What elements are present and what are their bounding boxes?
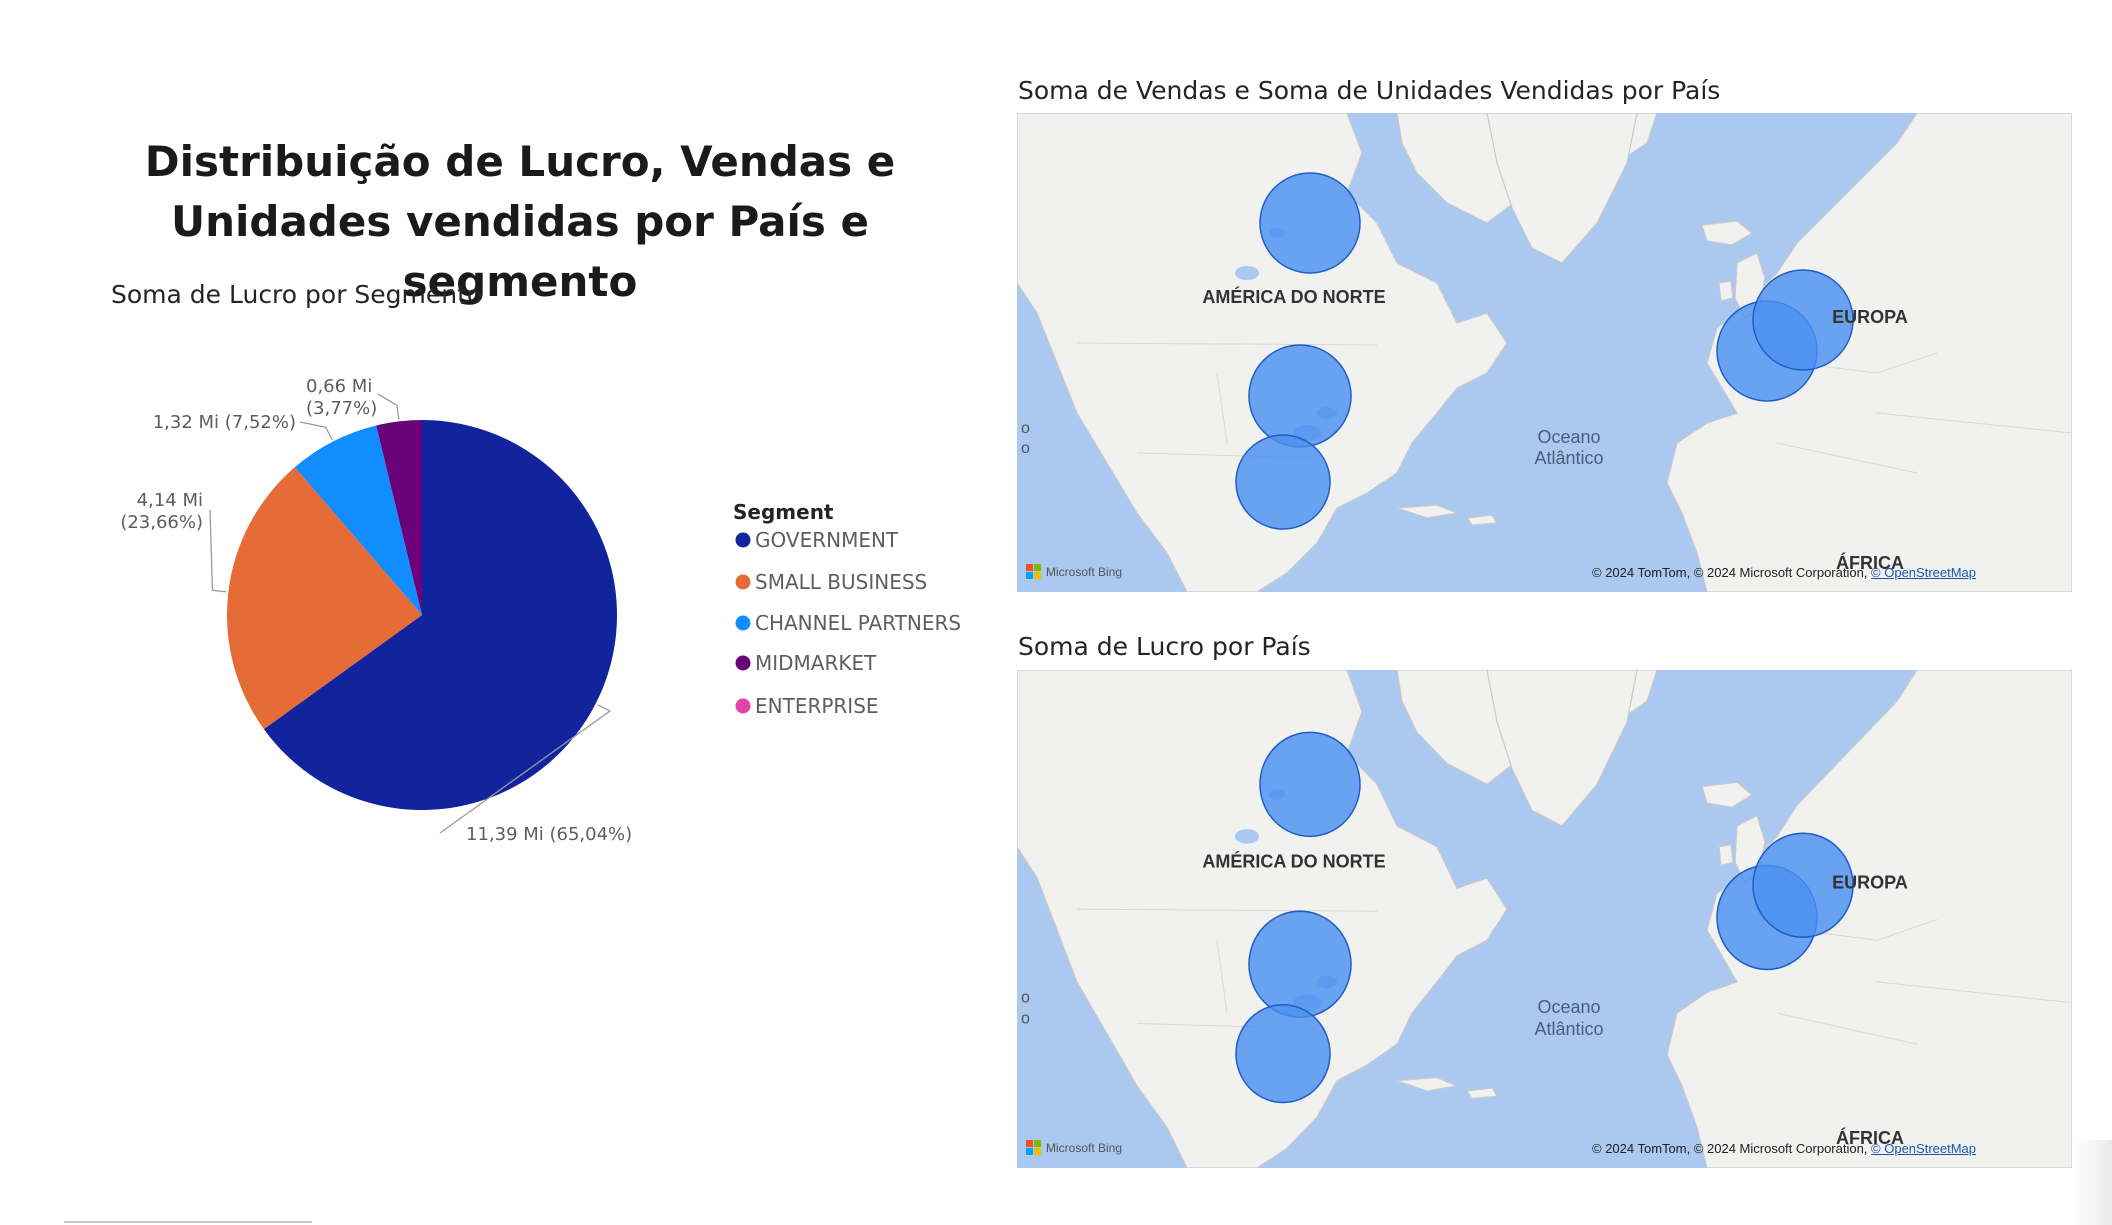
map-bubble-canada[interactable] xyxy=(1259,731,1361,838)
pie-chart[interactable]: 11,39 Mi (65,04%) 4,14 Mi (23,66%) 1,32 Mi … xyxy=(0,0,1000,900)
pie-leader-line xyxy=(377,393,400,420)
svg-text:o: o xyxy=(1021,440,1030,457)
microsoft-logo-icon xyxy=(1026,564,1042,580)
page-tab-indicator xyxy=(64,1221,312,1223)
map-sales-title: Soma de Vendas e Soma de Unidades Vendid… xyxy=(1018,76,1721,105)
legend-title: Segment xyxy=(733,500,834,524)
map-bubble-canada[interactable] xyxy=(1259,172,1361,274)
bing-label: Microsoft Bing xyxy=(1046,1141,1123,1155)
pie-chart-title: Soma de Lucro por Segmento xyxy=(111,280,483,309)
pie-data-label: 11,39 Mi (65,04%) xyxy=(466,824,632,845)
svg-text:o: o xyxy=(1021,988,1030,1006)
map-label-africa: ÁFRICA xyxy=(1836,552,1904,573)
map-profit[interactable]: AMÉRICA DO NORTE EUROPA Oceano Atlântico ÁFR… xyxy=(1017,670,2072,1168)
pie-slice-government[interactable] xyxy=(263,420,617,810)
attribution-text: © 2024 TomTom, © 2024 Microsoft Corporat… xyxy=(1592,1141,1872,1156)
microsoft-logo-icon xyxy=(1026,1140,1042,1156)
pie-slice-channel-partners[interactable] xyxy=(294,425,422,615)
legend-item-enterprise[interactable]: ENTERPRISE xyxy=(735,694,879,718)
legend-label: ENTERPRISE xyxy=(755,694,879,718)
pie-leader-line xyxy=(299,421,333,440)
map-landmasses xyxy=(1017,113,2072,592)
legend-label: GOVERNMENT xyxy=(755,528,899,552)
scroll-shadow xyxy=(2072,1140,2112,1225)
pie-data-label: 4,14 Mi (23,66%) xyxy=(120,490,203,533)
svg-text:o: o xyxy=(1021,420,1030,437)
legend-item-government[interactable]: GOVERNMENT xyxy=(735,528,899,552)
map-bubble-united-states-of-america[interactable] xyxy=(1248,344,1352,448)
map-label-ocean-2: Atlântico xyxy=(1534,448,1603,468)
map-attribution: © 2024 TomTom, © 2024 Microsoft Corporat… xyxy=(1592,565,1976,580)
legend-item-midmarket[interactable]: MIDMARKET xyxy=(735,651,878,675)
map-attribution: © 2024 TomTom, © 2024 Microsoft Corporat… xyxy=(1592,1141,1976,1156)
page-title-text: Distribuição de Lucro, Vendas e Unidades… xyxy=(144,137,896,306)
map-sales-units[interactable]: AMÉRICA DO NORTE EUROPA Oceano Atlântico ÁFR… xyxy=(1017,113,2072,592)
map-label-africa: ÁFRICA xyxy=(1836,1127,1904,1148)
pie-leader-line xyxy=(439,704,612,834)
map-label-north-america: AMÉRICA DO NORTE xyxy=(1202,850,1385,871)
bing-label: Microsoft Bing xyxy=(1046,565,1123,579)
legend-marker-icon xyxy=(735,615,751,631)
map-label-north-america: AMÉRICA DO NORTE xyxy=(1202,286,1385,307)
map-bubble-mexico[interactable] xyxy=(1235,1003,1331,1104)
legend-label: SMALL BUSINESS xyxy=(755,570,927,594)
map-landmasses xyxy=(1017,670,2072,1168)
legend-item-small-business[interactable]: SMALL BUSINESS xyxy=(735,570,928,594)
attribution-text: © 2024 TomTom, © 2024 Microsoft Corporat… xyxy=(1592,565,1872,580)
legend-label: CHANNEL PARTNERS xyxy=(755,611,961,635)
legend-item-channel-partners[interactable]: CHANNEL PARTNERS xyxy=(735,611,962,635)
pie-slice-midmarket[interactable] xyxy=(376,420,422,615)
bing-logo: Microsoft Bing xyxy=(1026,1140,1122,1156)
legend-marker-icon xyxy=(735,574,751,590)
pie-data-label: 1,32 Mi (7,52%) xyxy=(153,412,296,433)
openstreetmap-link[interactable]: © OpenStreetMap xyxy=(1871,565,1977,580)
pie-leader-line xyxy=(209,509,227,593)
legend-label: MIDMARKET xyxy=(755,651,877,675)
map-label-ocean: Oceano xyxy=(1537,427,1600,447)
legend-marker-icon xyxy=(735,532,751,548)
map-label-europe: EUROPA xyxy=(1832,871,1908,892)
pie-slice-small-business[interactable] xyxy=(227,467,422,730)
legend-marker-icon xyxy=(735,698,751,714)
map-label-ocean-2: Atlântico xyxy=(1534,1018,1603,1039)
map-bubble-mexico[interactable] xyxy=(1235,434,1331,530)
map-bubble-united-states-of-america[interactable] xyxy=(1248,910,1352,1019)
map-bubble-germany[interactable] xyxy=(1752,832,1854,938)
pie-data-label: 0,66 Mi (3,77%) xyxy=(306,376,377,419)
map-profit-title: Soma de Lucro por País xyxy=(1018,632,1311,661)
map-label-ocean: Oceano xyxy=(1537,996,1600,1017)
bing-logo: Microsoft Bing xyxy=(1026,564,1122,580)
map-bubble-germany[interactable] xyxy=(1752,269,1854,371)
openstreetmap-link[interactable]: © OpenStreetMap xyxy=(1871,1141,1977,1156)
legend-marker-icon xyxy=(735,655,751,671)
page-title: Distribuição de Lucro, Vendas e Unidades… xyxy=(70,132,970,312)
map-label-europe: EUROPA xyxy=(1832,307,1908,327)
map-borders xyxy=(1076,342,2072,474)
svg-text:o: o xyxy=(1021,1009,1030,1027)
